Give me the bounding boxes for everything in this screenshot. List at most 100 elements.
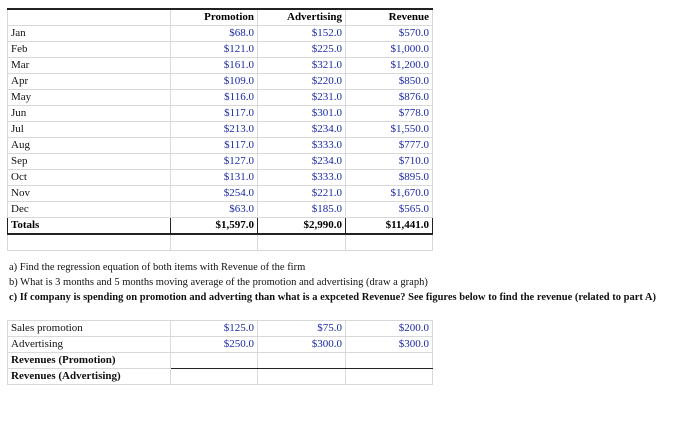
blank-row xyxy=(7,233,433,251)
value-cell: $710.0 xyxy=(345,153,433,170)
month-cell: Oct xyxy=(7,169,171,186)
value-cell: $333.0 xyxy=(257,169,346,186)
value-cell: $231.0 xyxy=(257,89,346,106)
row-label: Advertising xyxy=(7,336,171,353)
table-row: May $116.0 $231.0 $876.0 xyxy=(7,89,433,106)
month-cell: Feb xyxy=(7,41,171,58)
value-cell: $850.0 xyxy=(345,73,433,90)
empty-cell xyxy=(257,233,346,251)
table-row: Jul $213.0 $234.0 $1,550.0 xyxy=(7,121,433,138)
table-row: Dec $63.0 $185.0 $565.0 xyxy=(7,201,433,218)
value-cell: $75.0 xyxy=(257,320,346,337)
scenario-row: Sales promotion $125.0 $75.0 $200.0 xyxy=(7,320,433,337)
month-cell: Jan xyxy=(7,25,171,42)
value-cell: $300.0 xyxy=(345,336,433,353)
empty-cell xyxy=(345,352,433,369)
row-label: Revenues (Advertising) xyxy=(7,368,171,385)
total-cell: $11,441.0 xyxy=(345,217,433,235)
value-cell: $300.0 xyxy=(257,336,346,353)
value-cell: $234.0 xyxy=(257,121,346,138)
value-cell: $1,670.0 xyxy=(345,185,433,202)
question: b) What is 3 months and 5 months moving … xyxy=(9,277,428,288)
empty-cell xyxy=(170,368,258,385)
value-cell: $68.0 xyxy=(170,25,258,42)
column-header: Advertising xyxy=(257,8,346,26)
value-cell: $185.0 xyxy=(257,201,346,218)
empty-cell xyxy=(7,233,171,251)
month-cell: Nov xyxy=(7,185,171,202)
month-cell: Mar xyxy=(7,57,171,74)
table-row: Aug $117.0 $333.0 $777.0 xyxy=(7,137,433,154)
value-cell: $63.0 xyxy=(170,201,258,218)
question: c) If company is spending on promotion a… xyxy=(9,292,657,303)
total-cell: $1,597.0 xyxy=(170,217,258,235)
empty-cell xyxy=(170,233,258,251)
month-cell: Sep xyxy=(7,153,171,170)
value-cell: $117.0 xyxy=(170,105,258,122)
value-cell: $116.0 xyxy=(170,89,258,106)
empty-cell xyxy=(170,352,258,369)
row-label: Sales promotion xyxy=(7,320,171,337)
value-cell: $234.0 xyxy=(257,153,346,170)
value-cell: $250.0 xyxy=(170,336,258,353)
value-cell: $895.0 xyxy=(345,169,433,186)
value-cell: $570.0 xyxy=(345,25,433,42)
value-cell: $131.0 xyxy=(170,169,258,186)
value-cell: $125.0 xyxy=(170,320,258,337)
value-cell: $321.0 xyxy=(257,57,346,74)
value-cell: $121.0 xyxy=(170,41,258,58)
value-cell: $777.0 xyxy=(345,137,433,154)
table-row: Feb $121.0 $225.0 $1,000.0 xyxy=(7,41,433,58)
value-cell: $1,200.0 xyxy=(345,57,433,74)
month-cell: Jun xyxy=(7,105,171,122)
totals-label: Totals xyxy=(7,217,171,235)
value-cell: $161.0 xyxy=(170,57,258,74)
empty-cell xyxy=(257,352,346,369)
month-cell: Jul xyxy=(7,121,171,138)
table-row: Mar $161.0 $321.0 $1,200.0 xyxy=(7,57,433,74)
result-row: Revenues (Promotion) xyxy=(7,352,433,369)
value-cell: $200.0 xyxy=(345,320,433,337)
column-header: Promotion xyxy=(170,8,258,26)
value-cell: $152.0 xyxy=(257,25,346,42)
value-cell: $213.0 xyxy=(170,121,258,138)
value-cell: $254.0 xyxy=(170,185,258,202)
totals-row: Totals $1,597.0 $2,990.0 $11,441.0 xyxy=(7,217,433,235)
question: a) Find the regression equation of both … xyxy=(9,262,306,273)
column-header: Revenue xyxy=(345,8,433,26)
table-row: Oct $131.0 $333.0 $895.0 xyxy=(7,169,433,186)
row-label: Revenues (Promotion) xyxy=(7,352,171,369)
total-cell: $2,990.0 xyxy=(257,217,346,235)
scenario-table: Sales promotion $125.0 $75.0 $200.0 Advertis… xyxy=(7,320,433,385)
value-cell: $876.0 xyxy=(345,89,433,106)
value-cell: $117.0 xyxy=(170,137,258,154)
value-cell: $565.0 xyxy=(345,201,433,218)
month-cell: Aug xyxy=(7,137,171,154)
empty-cell xyxy=(345,233,433,251)
monthly-table: Promotion Advertising Revenue Jan $68.0 $152.… xyxy=(7,8,433,251)
value-cell: $1,550.0 xyxy=(345,121,433,138)
value-cell: $221.0 xyxy=(257,185,346,202)
header-row: Promotion Advertising Revenue xyxy=(7,8,433,26)
month-cell: Apr xyxy=(7,73,171,90)
value-cell: $333.0 xyxy=(257,137,346,154)
table-row: Jun $117.0 $301.0 $778.0 xyxy=(7,105,433,122)
value-cell: $220.0 xyxy=(257,73,346,90)
value-cell: $1,000.0 xyxy=(345,41,433,58)
scenario-row: Advertising $250.0 $300.0 $300.0 xyxy=(7,336,433,353)
value-cell: $127.0 xyxy=(170,153,258,170)
value-cell: $301.0 xyxy=(257,105,346,122)
table-row: Apr $109.0 $220.0 $850.0 xyxy=(7,73,433,90)
table-row: Nov $254.0 $221.0 $1,670.0 xyxy=(7,185,433,202)
empty-cell xyxy=(7,8,171,26)
month-cell: Dec xyxy=(7,201,171,218)
value-cell: $225.0 xyxy=(257,41,346,58)
value-cell: $109.0 xyxy=(170,73,258,90)
value-cell: $778.0 xyxy=(345,105,433,122)
month-cell: May xyxy=(7,89,171,106)
result-row: Revenues (Advertising) xyxy=(7,368,433,385)
table-row: Sep $127.0 $234.0 $710.0 xyxy=(7,153,433,170)
empty-cell xyxy=(257,368,346,385)
empty-cell xyxy=(345,368,433,385)
